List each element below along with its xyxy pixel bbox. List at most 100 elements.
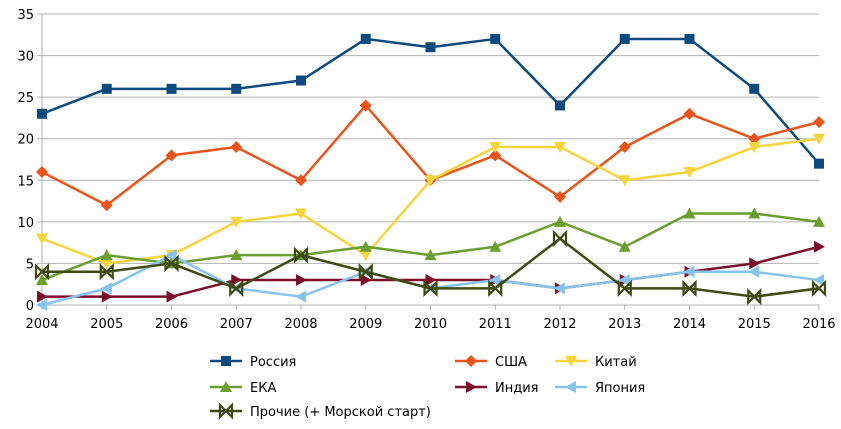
data-point — [814, 240, 825, 253]
data-point — [618, 240, 631, 252]
x-tick-label: 2012 — [543, 317, 576, 332]
data-point — [229, 279, 244, 298]
data-point — [165, 249, 177, 262]
data-point — [230, 249, 243, 261]
x-tick-label: 2007 — [220, 317, 253, 332]
series-7 — [34, 229, 827, 306]
data-point — [36, 233, 48, 245]
y-axis-tick-labels: 0 5 10 15 20 25 30 35 — [17, 8, 34, 314]
series-lines — [34, 33, 827, 311]
data-point — [618, 274, 630, 287]
legend-label: Китай — [595, 355, 637, 370]
data-point — [36, 165, 48, 178]
data-point — [165, 149, 178, 162]
legend-label: США — [495, 355, 527, 370]
data-point — [554, 190, 566, 203]
data-point — [748, 265, 760, 278]
data-point — [358, 263, 373, 281]
data-point — [749, 257, 761, 270]
data-point — [293, 246, 309, 264]
data-point — [424, 249, 437, 261]
y-tick-label: 5 — [26, 257, 34, 272]
data-point — [100, 199, 113, 212]
data-point — [490, 33, 501, 44]
data-point — [813, 133, 825, 145]
data-point — [683, 166, 696, 178]
y-tick-label: 35 — [17, 8, 34, 23]
legend-item: Япония — [555, 381, 645, 396]
data-point — [359, 240, 372, 252]
data-point — [423, 279, 438, 298]
data-point — [489, 274, 501, 287]
data-point — [295, 290, 306, 303]
data-point — [748, 132, 761, 145]
data-point — [164, 254, 179, 273]
x-tick-label: 2015 — [738, 317, 771, 332]
data-point — [683, 265, 695, 278]
data-point — [489, 149, 502, 162]
data-point — [489, 142, 502, 154]
data-point — [230, 141, 243, 154]
legend-marker — [465, 355, 477, 367]
data-point — [37, 108, 47, 119]
x-tick-label: 2005 — [90, 317, 123, 332]
y-tick-label: 10 — [17, 216, 34, 231]
data-point — [619, 33, 630, 44]
data-point — [554, 142, 566, 154]
data-point — [34, 263, 50, 281]
y-tick-label: 25 — [17, 91, 34, 106]
x-tick-label: 2010 — [414, 317, 447, 332]
legend-marker — [220, 381, 232, 392]
data-point — [748, 207, 761, 219]
legend-marker — [565, 356, 577, 367]
series-3 — [36, 133, 825, 270]
data-point — [100, 258, 113, 270]
data-point — [683, 207, 696, 219]
data-point — [554, 215, 566, 227]
y-tick-label: 30 — [17, 50, 34, 65]
data-point — [814, 158, 824, 169]
data-point — [555, 100, 565, 111]
data-point — [230, 216, 243, 228]
data-point — [295, 174, 307, 187]
legend-label: Япония — [595, 381, 645, 396]
data-point — [99, 263, 114, 281]
x-tick-label: 2013 — [608, 317, 641, 332]
legend-label: Индия — [495, 381, 538, 396]
data-point — [813, 116, 825, 129]
data-point — [813, 274, 824, 287]
data-point — [749, 83, 760, 94]
data-point — [813, 215, 825, 227]
series-2 — [36, 99, 825, 212]
data-point — [747, 288, 762, 306]
series-line — [41, 104, 820, 207]
data-point — [231, 83, 242, 94]
data-point — [359, 250, 372, 262]
data-point — [489, 240, 502, 252]
x-tick-label: 2004 — [25, 317, 58, 332]
data-point — [554, 282, 565, 295]
data-point — [166, 290, 178, 303]
data-point — [101, 290, 113, 303]
data-point — [359, 99, 372, 112]
data-point — [100, 282, 112, 295]
series-1 — [37, 33, 824, 169]
data-point — [37, 290, 48, 303]
x-tick-label: 2016 — [802, 317, 835, 332]
data-point — [424, 175, 437, 187]
legend-marker — [221, 356, 231, 366]
legend-label: ЕКА — [250, 381, 276, 396]
x-tick-label: 2006 — [155, 317, 188, 332]
data-point — [36, 274, 48, 286]
data-point — [231, 274, 243, 287]
y-tick-label: 0 — [26, 299, 34, 314]
data-point — [618, 141, 631, 154]
data-point — [425, 42, 436, 53]
data-point — [360, 33, 371, 44]
data-point — [166, 83, 177, 94]
data-point — [617, 279, 632, 298]
data-point — [748, 142, 761, 154]
legend-item: ЕКА — [210, 381, 276, 396]
data-point — [296, 274, 307, 287]
